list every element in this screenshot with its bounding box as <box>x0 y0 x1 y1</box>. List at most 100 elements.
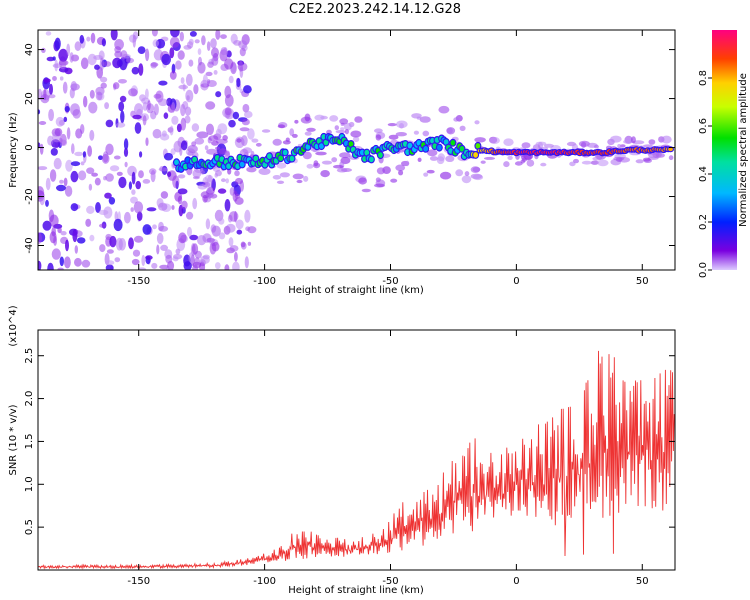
heatmap-noise-blob <box>224 199 231 212</box>
heatmap-halo-blob <box>543 143 554 148</box>
heatmap-noise-blob <box>38 109 41 115</box>
heatmap-noise-blob <box>207 61 214 68</box>
heatmap-halo-blob <box>315 151 327 156</box>
heatmap-noise-blob <box>108 197 116 205</box>
heatmap-noise-blob <box>163 152 174 161</box>
heatmap-noise-blob <box>177 174 186 179</box>
heatmap-halo-blob <box>635 159 644 164</box>
colorbar-tick-label: 0.0 <box>698 262 709 278</box>
heatmap-noise-blob <box>239 127 250 132</box>
heatmap-halo-blob <box>255 142 262 147</box>
heatmap-halo-blob <box>399 123 404 129</box>
heatmap-noise-blob <box>153 103 159 116</box>
heatmap-halo-blob <box>520 154 532 161</box>
heatmap-halo-blob <box>445 155 455 162</box>
heatmap-halo-blob <box>461 175 472 184</box>
heatmap-noise-blob <box>224 58 234 70</box>
heatmap-noise-blob <box>72 229 78 243</box>
heatmap-noise-blob <box>172 256 179 262</box>
heatmap-noise-blob <box>240 135 248 147</box>
heatmap-noise-blob <box>236 138 242 143</box>
heatmap-noise-blob <box>187 226 192 237</box>
heatmap-noise-blob <box>87 53 97 66</box>
heatmap-noise-blob <box>59 76 64 81</box>
heatmap-halo-blob <box>334 125 339 131</box>
heatmap-noise-blob <box>242 147 252 154</box>
heatmap-x-tick-label: 0 <box>513 276 519 287</box>
heatmap-halo-blob <box>480 160 486 164</box>
heatmap-noise-blob <box>159 133 170 141</box>
snr-x-tick-label: 50 <box>636 576 649 587</box>
heatmap-halo-blob <box>642 157 651 162</box>
heatmap-halo-blob <box>314 114 325 121</box>
heatmap-noise-blob <box>244 256 249 269</box>
heatmap-noise-blob <box>115 122 126 128</box>
heatmap-noise-blob <box>184 115 191 124</box>
heatmap-y-tick-label: 0 <box>24 144 35 150</box>
heatmap-noise-blob <box>232 111 240 120</box>
heatmap-noise-blob <box>91 172 98 177</box>
heatmap-noise-blob <box>146 207 157 212</box>
heatmap-noise-blob <box>191 123 200 132</box>
heatmap-halo-blob <box>388 134 399 140</box>
heatmap-halo-blob <box>276 180 285 184</box>
heatmap-ridge-core <box>473 152 478 158</box>
heatmap-halo-blob <box>276 162 287 169</box>
heatmap-noise-blob <box>225 223 236 233</box>
heatmap-halo-blob <box>215 146 220 150</box>
heatmap-noise-blob <box>192 169 202 179</box>
heatmap-ridge-core <box>278 155 284 161</box>
heatmap-noise-blob <box>180 77 185 84</box>
heatmap-halo-blob <box>453 117 459 122</box>
heatmap-noise-blob <box>236 229 243 235</box>
heatmap-noise-blob <box>169 125 174 136</box>
heatmap-noise-blob <box>74 41 82 52</box>
heatmap-noise-blob <box>89 89 95 99</box>
heatmap-noise-blob <box>46 56 55 62</box>
heatmap-halo-blob <box>623 139 633 144</box>
heatmap-ridge-core <box>378 152 383 158</box>
heatmap-noise-blob <box>120 110 125 124</box>
heatmap-noise-blob <box>178 232 187 244</box>
heatmap-halo-blob <box>395 132 407 137</box>
heatmap-halo-blob <box>440 171 452 180</box>
heatmap-noise-blob <box>113 82 120 90</box>
heatmap-halo-blob <box>333 164 344 169</box>
heatmap-noise-blob <box>194 137 205 145</box>
heatmap-noise-blob <box>169 36 180 48</box>
heatmap-noise-blob <box>94 64 100 70</box>
colorbar-ticks: 0.0 0.2 0.4 0.6 0.8 <box>698 70 712 278</box>
heatmap-noise-blob <box>211 47 219 58</box>
heatmap-noise-blob <box>128 181 132 190</box>
heatmap-halo-blob <box>292 133 298 138</box>
heatmap-noise-blob <box>128 88 138 97</box>
heatmap-noise-blob <box>63 116 68 122</box>
heatmap-y-tick-label: -20 <box>24 188 35 204</box>
heatmap-noise-blob <box>87 145 92 157</box>
heatmap-noise-blob <box>99 57 104 71</box>
heatmap-halo-blob <box>339 152 351 159</box>
heatmap-noise-blob <box>81 259 91 268</box>
heatmap-noise-blob <box>119 95 127 103</box>
heatmap-halo-blob <box>413 130 419 135</box>
heatmap-noise-blob <box>38 166 48 171</box>
heatmap-noise-blob <box>161 53 171 66</box>
heatmap-halo-blob <box>206 186 214 194</box>
heatmap-ridge-core <box>267 153 272 159</box>
heatmap-noise-blob <box>139 94 146 102</box>
heatmap-noise-blob <box>138 170 144 179</box>
heatmap-noise-blob <box>224 107 232 116</box>
heatmap-noise-blob <box>239 47 246 57</box>
heatmap-halo-blob <box>261 129 271 133</box>
heatmap-noise-blob <box>65 159 73 172</box>
heatmap-noise-blob <box>131 66 140 75</box>
colorbar-gradient <box>712 30 737 270</box>
heatmap-halo-blob <box>206 148 218 155</box>
heatmap-noise-blob <box>70 203 79 212</box>
heatmap-noise-blob <box>163 112 169 119</box>
heatmap-noise-blob <box>152 39 159 48</box>
heatmap-ridge-core <box>459 146 465 152</box>
heatmap-noise-blob <box>234 251 238 262</box>
heatmap-noise-blob <box>169 70 177 80</box>
heatmap-noise-blob <box>124 161 128 168</box>
